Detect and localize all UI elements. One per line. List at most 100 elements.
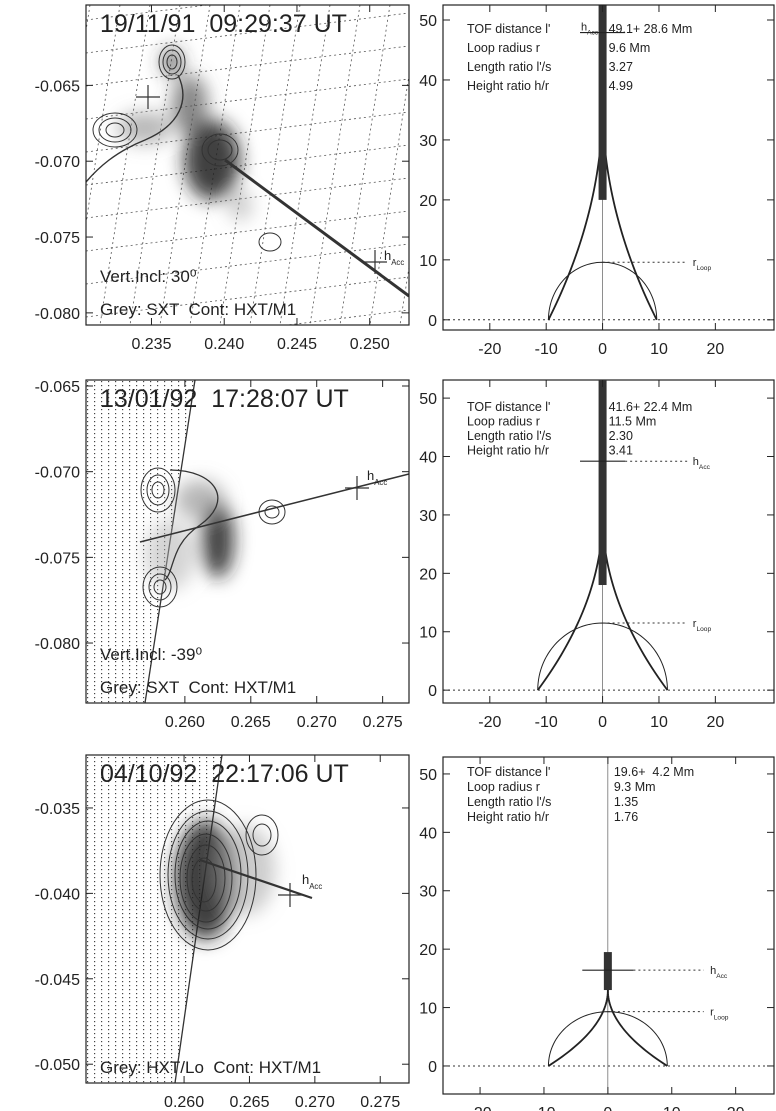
x-tick-label: 0.270 [295,1094,335,1111]
x-tick-label: -10 [535,714,558,731]
info-label: TOF distance l' [467,22,550,36]
heliographic-grid [86,45,409,87]
heliographic-grid [99,5,151,325]
y-tick-label: -0.065 [35,379,80,396]
label: hAcc [710,965,728,980]
heliographic-grid [86,78,409,120]
y-tick-label: -0.070 [35,154,80,171]
info-value: 3.27 [609,60,633,74]
info-value: 1.76 [614,810,638,824]
y-tick-label: 0 [428,1059,437,1076]
label: hAcc [384,248,404,267]
frame [85,4,410,326]
loop-arc [547,261,658,320]
acceleration-bar [598,5,607,200]
heliographic-grid [284,309,409,325]
x-tick-label: 10 [650,714,668,731]
heliographic-grid [309,5,361,325]
image-panel-3 [86,755,313,1083]
y-tick-label: 20 [419,193,437,210]
heliographic-grid [86,111,409,153]
y-tick-label: -0.075 [35,550,80,567]
info-value: 4.99 [609,79,633,93]
x-tick-label: -10 [532,1105,555,1111]
label-sub: Acc [374,478,387,487]
info-label: Length ratio l'/s [467,60,551,74]
heliographic-grid [86,177,409,219]
frame [85,379,410,704]
heliographic-grid [86,144,409,186]
x-tick-label: 0 [598,341,607,358]
label-main: h [302,872,309,887]
loop-arc [537,622,668,691]
y-tick-label: 50 [419,13,437,30]
y-tick-label: 20 [419,942,437,959]
label: hAcc [302,872,322,891]
x-tick-label: 10 [650,341,668,358]
y-tick-label: 10 [419,1001,437,1018]
loop-plot [443,380,774,703]
panel-title: 19/11/91 09:29:37 UT [100,10,347,38]
info-label: Height ratio h/r [467,444,549,458]
y-tick-label: -0.080 [35,636,80,653]
label-main: h [384,248,391,263]
y-tick-label: 10 [419,625,437,642]
frame [442,756,775,1095]
y-tick-label: -0.040 [35,886,80,903]
annotation: Grey: SXT Cont: HXT/M1 [100,678,296,697]
info-value: 19.6+ 4.2 Mm [614,765,694,779]
heliographic-grid [369,72,409,325]
panel-title: 13/01/92 17:28:07 UT [100,385,349,413]
cusp-line [547,990,609,1067]
x-tick-label: -10 [535,341,558,358]
x-tick-label: -20 [468,1105,491,1111]
heliographic-grid [86,210,409,252]
y-tick-label: -0.080 [35,306,80,323]
label-sub: Loop [696,625,711,632]
x-tick-label: 0.245 [277,336,317,353]
info-label: Loop radius r [467,415,540,429]
acceleration-bar [603,952,612,991]
info-label: Loop radius r [467,41,540,55]
annotation: Vert.Incl: 30⁰ [100,267,197,286]
x-tick-label: 0 [603,1105,612,1111]
y-tick-label: 0 [428,313,437,330]
x-tick-label: 20 [706,714,724,731]
info-label: Loop radius r [467,780,540,794]
annotation: Vert.Incl: -39⁰ [100,645,202,664]
info-label: Height ratio h/r [467,79,549,93]
y-tick-label: -0.045 [35,972,80,989]
info-value: 11.5 Mm [609,415,657,429]
label-sub: Acc [391,258,404,267]
y-tick-label: 30 [419,133,437,150]
x-tick-label: 20 [706,341,724,358]
label-main: r [710,1007,714,1019]
y-tick-label: -0.035 [35,801,80,818]
info-label: TOF distance l' [467,765,550,779]
x-tick-label: 20 [727,1105,745,1111]
y-tick-label: 50 [419,767,437,784]
y-tick-label: -0.075 [35,230,80,247]
label-main: h [581,22,587,34]
info-value: 49.1+ 28.6 Mm [609,22,693,36]
label-sub: Loop [714,1014,729,1021]
acceleration-bar [598,380,607,586]
label-main: r [693,618,697,630]
cusp-line [601,514,669,691]
label: hAcc [581,22,599,36]
x-tick-label: 0.240 [204,336,244,353]
info-label: TOF distance l' [467,400,550,414]
info-label: Height ratio h/r [467,810,549,824]
label-main: r [693,257,697,269]
info-value: 3.41 [609,444,633,458]
y-tick-label: -0.070 [35,465,80,482]
info-value: 1.35 [614,795,638,809]
heliographic-grid [86,276,409,318]
x-tick-label: 0.260 [165,714,205,731]
cusp-line [547,103,604,321]
y-tick-label: 40 [419,450,437,467]
x-tick-label: 0.270 [297,714,337,731]
frame [85,754,410,1084]
cusp-line [606,990,668,1067]
x-tick-label: 0.265 [231,714,271,731]
